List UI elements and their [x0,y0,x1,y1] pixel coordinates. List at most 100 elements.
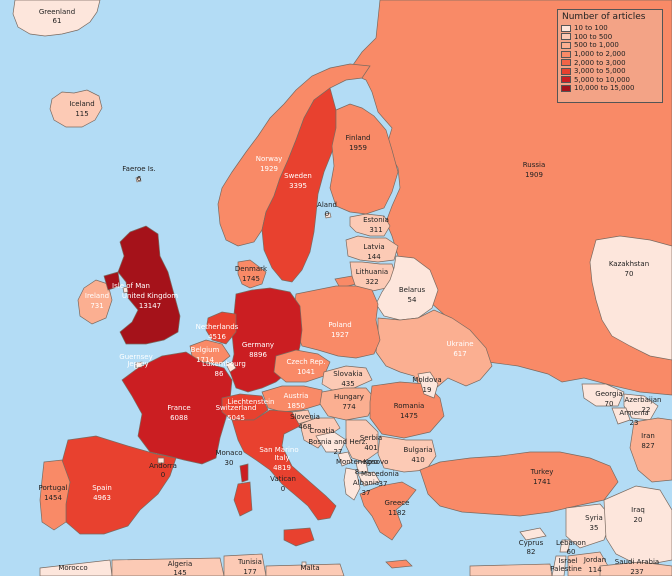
region-serbia[interactable] [345,419,379,463]
label-france: France 6088 [167,404,190,422]
region-iran[interactable] [629,417,672,483]
svg-text:Germany: Germany [242,341,274,349]
svg-text:468: 468 [298,423,311,431]
label-iraq: Iraq 20 [631,506,645,524]
label-turkey: Turkey 1741 [530,468,554,486]
region-corsica[interactable] [239,463,249,483]
svg-text:4963: 4963 [93,494,111,502]
label-iceland: Iceland 115 [69,100,94,118]
region-denmark[interactable] [237,259,267,289]
label-kazakhstan: Kazakhstan 70 [609,260,649,278]
label-uk: United Kingdom 13147 [122,292,178,310]
region-portugal[interactable] [39,459,71,531]
region-latvia[interactable] [345,235,399,263]
svg-text:Albania: Albania [353,479,379,487]
svg-text:Romania: Romania [394,402,425,410]
region-kosovo[interactable] [355,461,369,473]
svg-text:Jersey: Jersey [126,360,148,368]
region-uk-ni[interactable] [103,271,121,291]
region-armenia[interactable] [611,407,631,425]
region-kazakhstan[interactable] [589,235,672,361]
label-estonia: Estonia 311 [363,216,389,234]
region-algeria[interactable] [111,557,225,576]
svg-text:1182: 1182 [388,509,406,517]
region-saudi[interactable] [599,561,672,576]
svg-text:23: 23 [630,419,639,427]
svg-text:0: 0 [325,210,329,218]
label-saudi: Saudi Arabia 237 [615,558,659,576]
region-albania[interactable] [343,467,361,501]
region-ireland[interactable] [77,279,113,325]
region-andorra[interactable] [157,457,165,464]
label-tunisia: Tunisia 177 [237,558,262,576]
region-bosnia[interactable] [315,431,347,453]
region-france[interactable] [121,351,233,465]
label-liechtenstein: Liechtenstein [227,398,274,406]
region-romania[interactable] [369,381,445,439]
svg-text:Ireland: Ireland [85,292,109,300]
region-moldova[interactable] [417,371,439,399]
svg-text:Greenland: Greenland [39,8,75,16]
label-monaco: Monaco 30 [215,449,242,467]
label-montenegro: Montenegro 8 [336,458,378,476]
svg-text:322: 322 [365,278,378,286]
svg-text:Finland: Finland [345,134,370,142]
svg-text:Portugal: Portugal [39,484,68,492]
region-egypt[interactable] [469,563,553,576]
region-greenland[interactable] [12,0,101,37]
svg-text:Czech Rep.: Czech Rep. [287,358,326,366]
label-lithuania: Lithuania 322 [356,268,388,286]
svg-text:8: 8 [355,468,359,476]
svg-text:Belarus: Belarus [399,286,426,294]
svg-text:1714: 1714 [196,356,214,364]
svg-text:0: 0 [161,471,165,479]
region-morocco[interactable] [39,559,113,576]
region-iraq[interactable] [603,485,672,567]
legend-swatch [561,59,571,67]
region-greece[interactable] [359,481,417,541]
region-isleofman[interactable] [122,286,129,294]
label-lebanon: Lebanon 60 [556,539,586,556]
legend-label: 2,000 to 3,000 [574,58,626,67]
svg-text:Sweden: Sweden [284,172,312,180]
svg-text:Serbia: Serbia [360,434,382,442]
region-italy[interactable] [231,409,337,521]
region-macedonia[interactable] [357,471,381,487]
region-channel-islands[interactable] [135,361,143,369]
region-lebanon[interactable] [559,539,571,553]
region-italy-sardinia[interactable] [233,481,253,517]
region-netherlands[interactable] [205,311,237,345]
region-greece-crete[interactable] [385,559,413,569]
region-cyprus[interactable] [519,527,547,541]
region-bulgaria[interactable] [377,435,437,473]
region-turkey[interactable] [419,451,619,517]
region-malta[interactable] [301,561,307,567]
svg-text:6: 6 [137,175,142,183]
svg-text:37: 37 [362,489,371,497]
region-syria[interactable] [565,503,613,549]
region-uk[interactable] [117,225,181,345]
region-faeroe[interactable] [135,176,142,183]
region-slovakia[interactable] [321,365,373,391]
svg-text:Netherlands: Netherlands [196,323,239,331]
svg-text:401: 401 [364,444,377,452]
region-ukraine[interactable] [375,309,493,391]
region-hungary[interactable] [319,387,377,421]
svg-text:114: 114 [588,566,602,574]
region-estonia[interactable] [349,213,391,237]
region-georgia[interactable] [581,383,625,407]
region-aland[interactable] [324,212,332,219]
region-switzerland[interactable] [221,393,269,421]
region-tunisia[interactable] [223,553,267,576]
region-israel[interactable] [551,555,567,576]
label-germany: Germany 8896 [242,341,274,359]
region-libya[interactable] [265,563,345,576]
svg-text:1475: 1475 [400,412,418,420]
region-montenegro[interactable] [337,451,353,467]
region-finland[interactable] [329,103,399,215]
region-sweden[interactable] [261,87,337,283]
label-guernsey: Guernsey 0 [119,353,152,371]
region-luxembourg[interactable] [225,361,237,373]
region-italy-sicily[interactable] [283,527,315,547]
region-iceland[interactable] [49,89,103,128]
